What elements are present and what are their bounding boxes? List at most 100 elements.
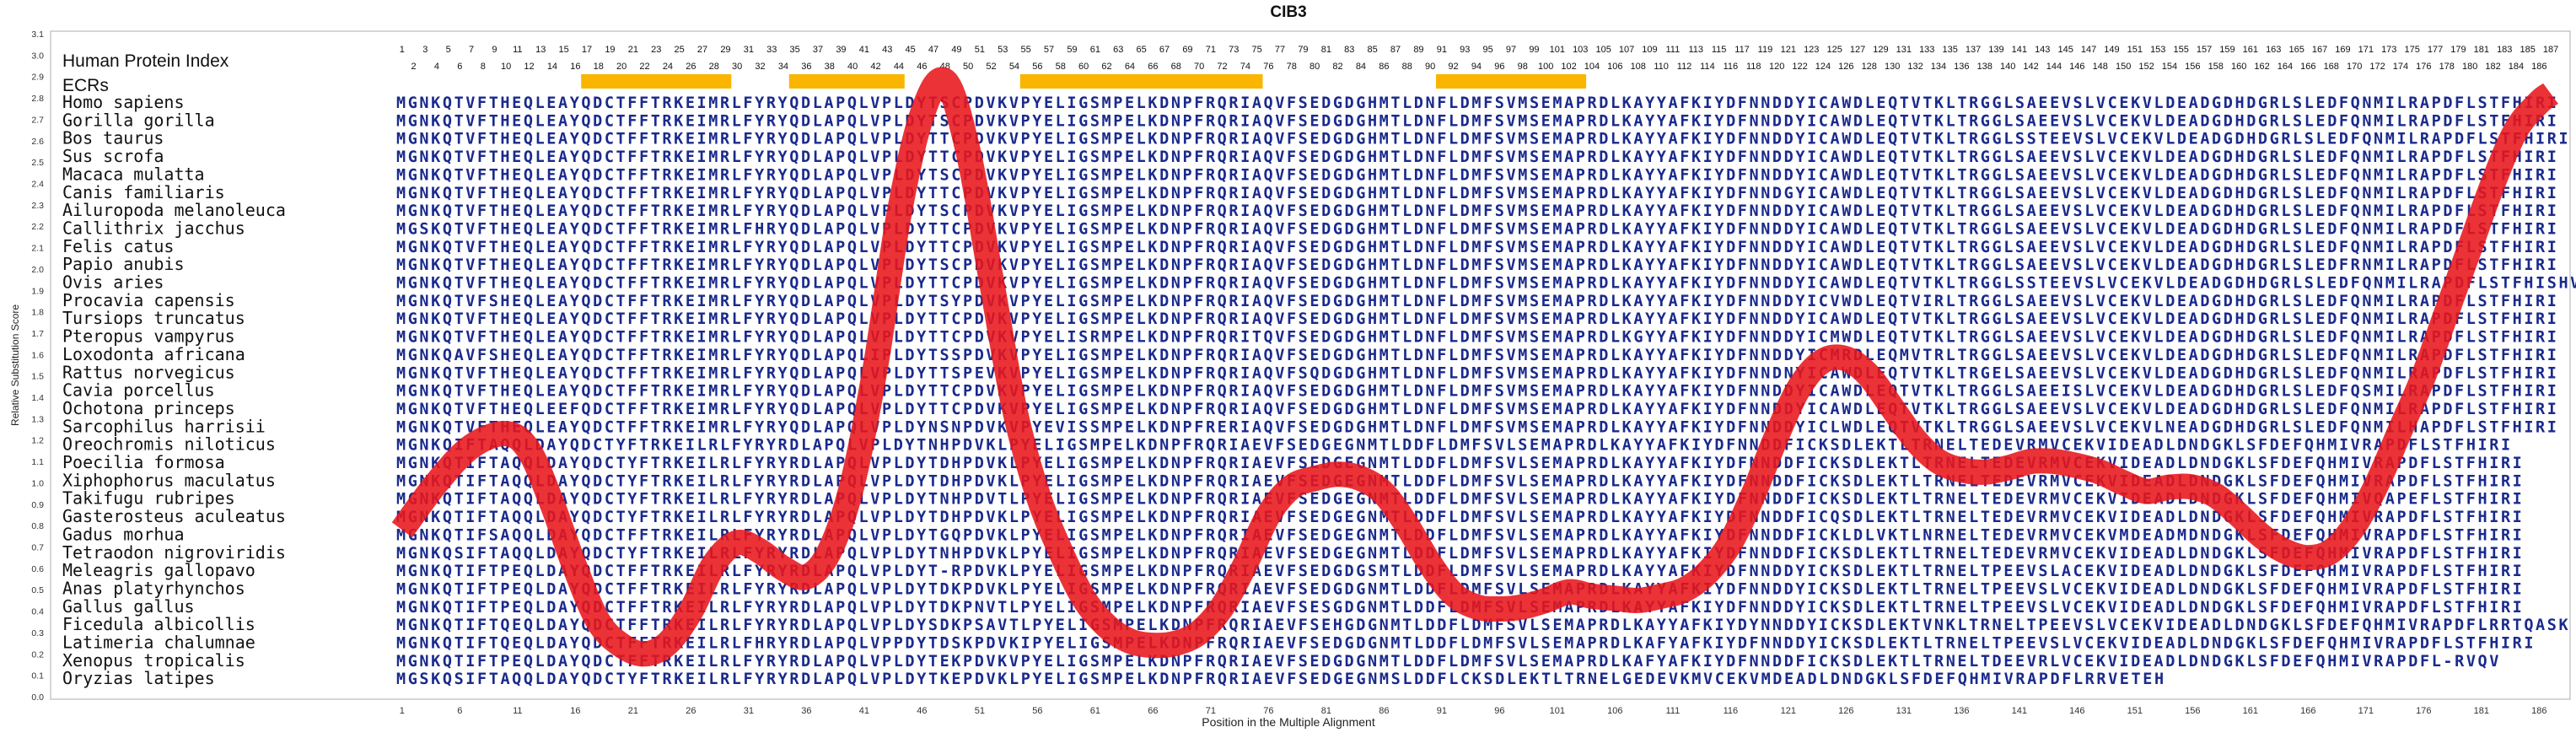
index-number: 46 (917, 62, 927, 72)
species-sequence: MGNKQTVFTHEQLEAYQDCTFFTRKEIMRLFYRYQDLAPQ… (396, 239, 2557, 256)
index-number: 181 (2474, 45, 2489, 55)
index-number: 119 (1758, 45, 1773, 55)
index-number: 177 (2428, 45, 2443, 55)
index-number: 79 (1298, 45, 1308, 55)
index-number: 30 (732, 62, 742, 72)
index-number: 163 (2266, 45, 2281, 55)
index-number: 140 (2000, 62, 2015, 72)
index-number: 12 (524, 62, 534, 72)
index-number: 90 (1425, 62, 1435, 72)
y-tick-label: 0.5 (31, 585, 44, 595)
index-number: 72 (1217, 62, 1227, 72)
x-tick-label: 46 (917, 706, 927, 716)
index-number: 70 (1194, 62, 1204, 72)
index-number: 87 (1390, 45, 1401, 55)
y-tick-label: 2.0 (31, 265, 44, 275)
species-name: Poecilia formosa (62, 452, 225, 472)
species-name: Callithrix jacchus (62, 218, 245, 238)
species-name: Ailuropoda melanoleuca (62, 200, 286, 220)
index-number: 93 (1460, 45, 1470, 55)
x-tick-label: 156 (2185, 706, 2200, 716)
index-number: 41 (859, 45, 869, 55)
x-tick-label: 91 (1437, 706, 1447, 716)
x-tick-label: 81 (1321, 706, 1331, 716)
index-number: 2 (411, 62, 416, 72)
x-tick-label: 56 (1032, 706, 1042, 716)
y-tick-label: 0.4 (31, 607, 44, 617)
index-number: 149 (2104, 45, 2119, 55)
species-sequence: MGNKQTVFTHEQLEAYQDCTFFTRKEIMRLFYRYQDLAPQ… (396, 202, 2557, 220)
index-number: 21 (628, 45, 638, 55)
index-number: 1 (400, 45, 405, 55)
index-number: 60 (1078, 62, 1089, 72)
index-number: 142 (2023, 62, 2038, 72)
species-sequence: MGSKQSIFTAQQLDAYQDCTYFTRKEILRLFYRYRDLAPQ… (396, 671, 2164, 688)
index-number: 19 (605, 45, 615, 55)
chart-title: CIB3 (1270, 3, 1306, 21)
index-number: 121 (1781, 45, 1796, 55)
species-name: Rattus norvegicus (62, 362, 235, 382)
substitution-score-line (391, 67, 2558, 667)
x-tick-label: 166 (2300, 706, 2315, 716)
index-number: 45 (906, 45, 916, 55)
index-number: 73 (1229, 45, 1239, 55)
index-number: 165 (2288, 45, 2304, 55)
y-tick-label: 0.7 (31, 543, 44, 553)
index-number: 116 (1724, 62, 1739, 72)
y-tick-label: 2.3 (31, 201, 44, 211)
y-tick-label: 1.1 (31, 457, 44, 467)
y-tick-label: 0.3 (31, 628, 44, 638)
index-number: 180 (2462, 62, 2477, 72)
index-number: 7 (469, 45, 474, 55)
index-number: 161 (2243, 45, 2258, 55)
y-tick-label: 2.6 (31, 137, 44, 147)
x-tick-label: 186 (2531, 706, 2546, 716)
index-number: 187 (2543, 45, 2558, 55)
index-number: 52 (986, 62, 996, 72)
y-tick-label: 1.8 (31, 308, 44, 318)
index-number: 143 (2035, 45, 2050, 55)
species-name: Ovis aries (62, 272, 164, 293)
index-number: 92 (1448, 62, 1458, 72)
species-sequence: MGNKQTVFTHEQLEAYQDCTFFTRKEIMRLFYRYQDLAPQ… (396, 112, 2557, 130)
species-sequence: MGNKQTVFTHEQLEAYQDCTFFTRKEIMRLFYRYQDLAPQ… (396, 329, 2557, 347)
index-number: 51 (975, 45, 985, 55)
index-number: 103 (1573, 45, 1588, 55)
y-tick-label: 1.7 (31, 329, 44, 339)
x-tick-label: 21 (628, 706, 638, 716)
x-tick-label: 146 (2069, 706, 2084, 716)
index-number: 10 (501, 62, 511, 72)
index-number: 155 (2173, 45, 2188, 55)
species-name: Sus scrofa (62, 146, 164, 166)
index-number: 81 (1321, 45, 1331, 55)
index-number: 64 (1125, 62, 1135, 72)
index-number: 185 (2520, 45, 2535, 55)
species-name: Cavia porcellus (62, 380, 215, 401)
index-number: 32 (755, 62, 765, 72)
y-tick-label: 1.0 (31, 478, 44, 488)
y-tick-label: 2.2 (31, 222, 44, 232)
index-number: 144 (2046, 62, 2062, 72)
y-tick-label: 1.2 (31, 436, 44, 446)
index-number: 104 (1584, 62, 1600, 72)
y-tick-label: 0.6 (31, 564, 44, 574)
index-number: 71 (1206, 45, 1216, 55)
y-tick-label: 0.0 (31, 692, 44, 703)
index-number: 109 (1642, 45, 1657, 55)
index-number: 69 (1182, 45, 1192, 55)
index-number: 158 (2208, 62, 2224, 72)
y-tick-label: 0.8 (31, 521, 44, 531)
species-name: Xiphophorus maculatus (62, 470, 276, 490)
index-number: 113 (1688, 45, 1703, 55)
y-tick-label: 2.5 (31, 158, 44, 168)
index-number: 24 (663, 62, 673, 72)
index-number: 65 (1137, 45, 1147, 55)
index-number: 184 (2509, 62, 2524, 72)
y-tick-label: 1.5 (31, 372, 44, 382)
ecr-bar (788, 74, 905, 89)
index-number: 47 (928, 45, 938, 55)
x-axis: 1 6 11 16 21 26 31 36 41 46 51 56 61 66 71 76 81 86 91 96 10… (400, 706, 2547, 716)
index-number: 129 (1873, 45, 1888, 55)
species-sequence: MGNKQTVFTHEQLEEFQDCTFFTRKEIMRLFYRYQDLAPQ… (396, 401, 2557, 418)
index-number: 31 (744, 45, 754, 55)
